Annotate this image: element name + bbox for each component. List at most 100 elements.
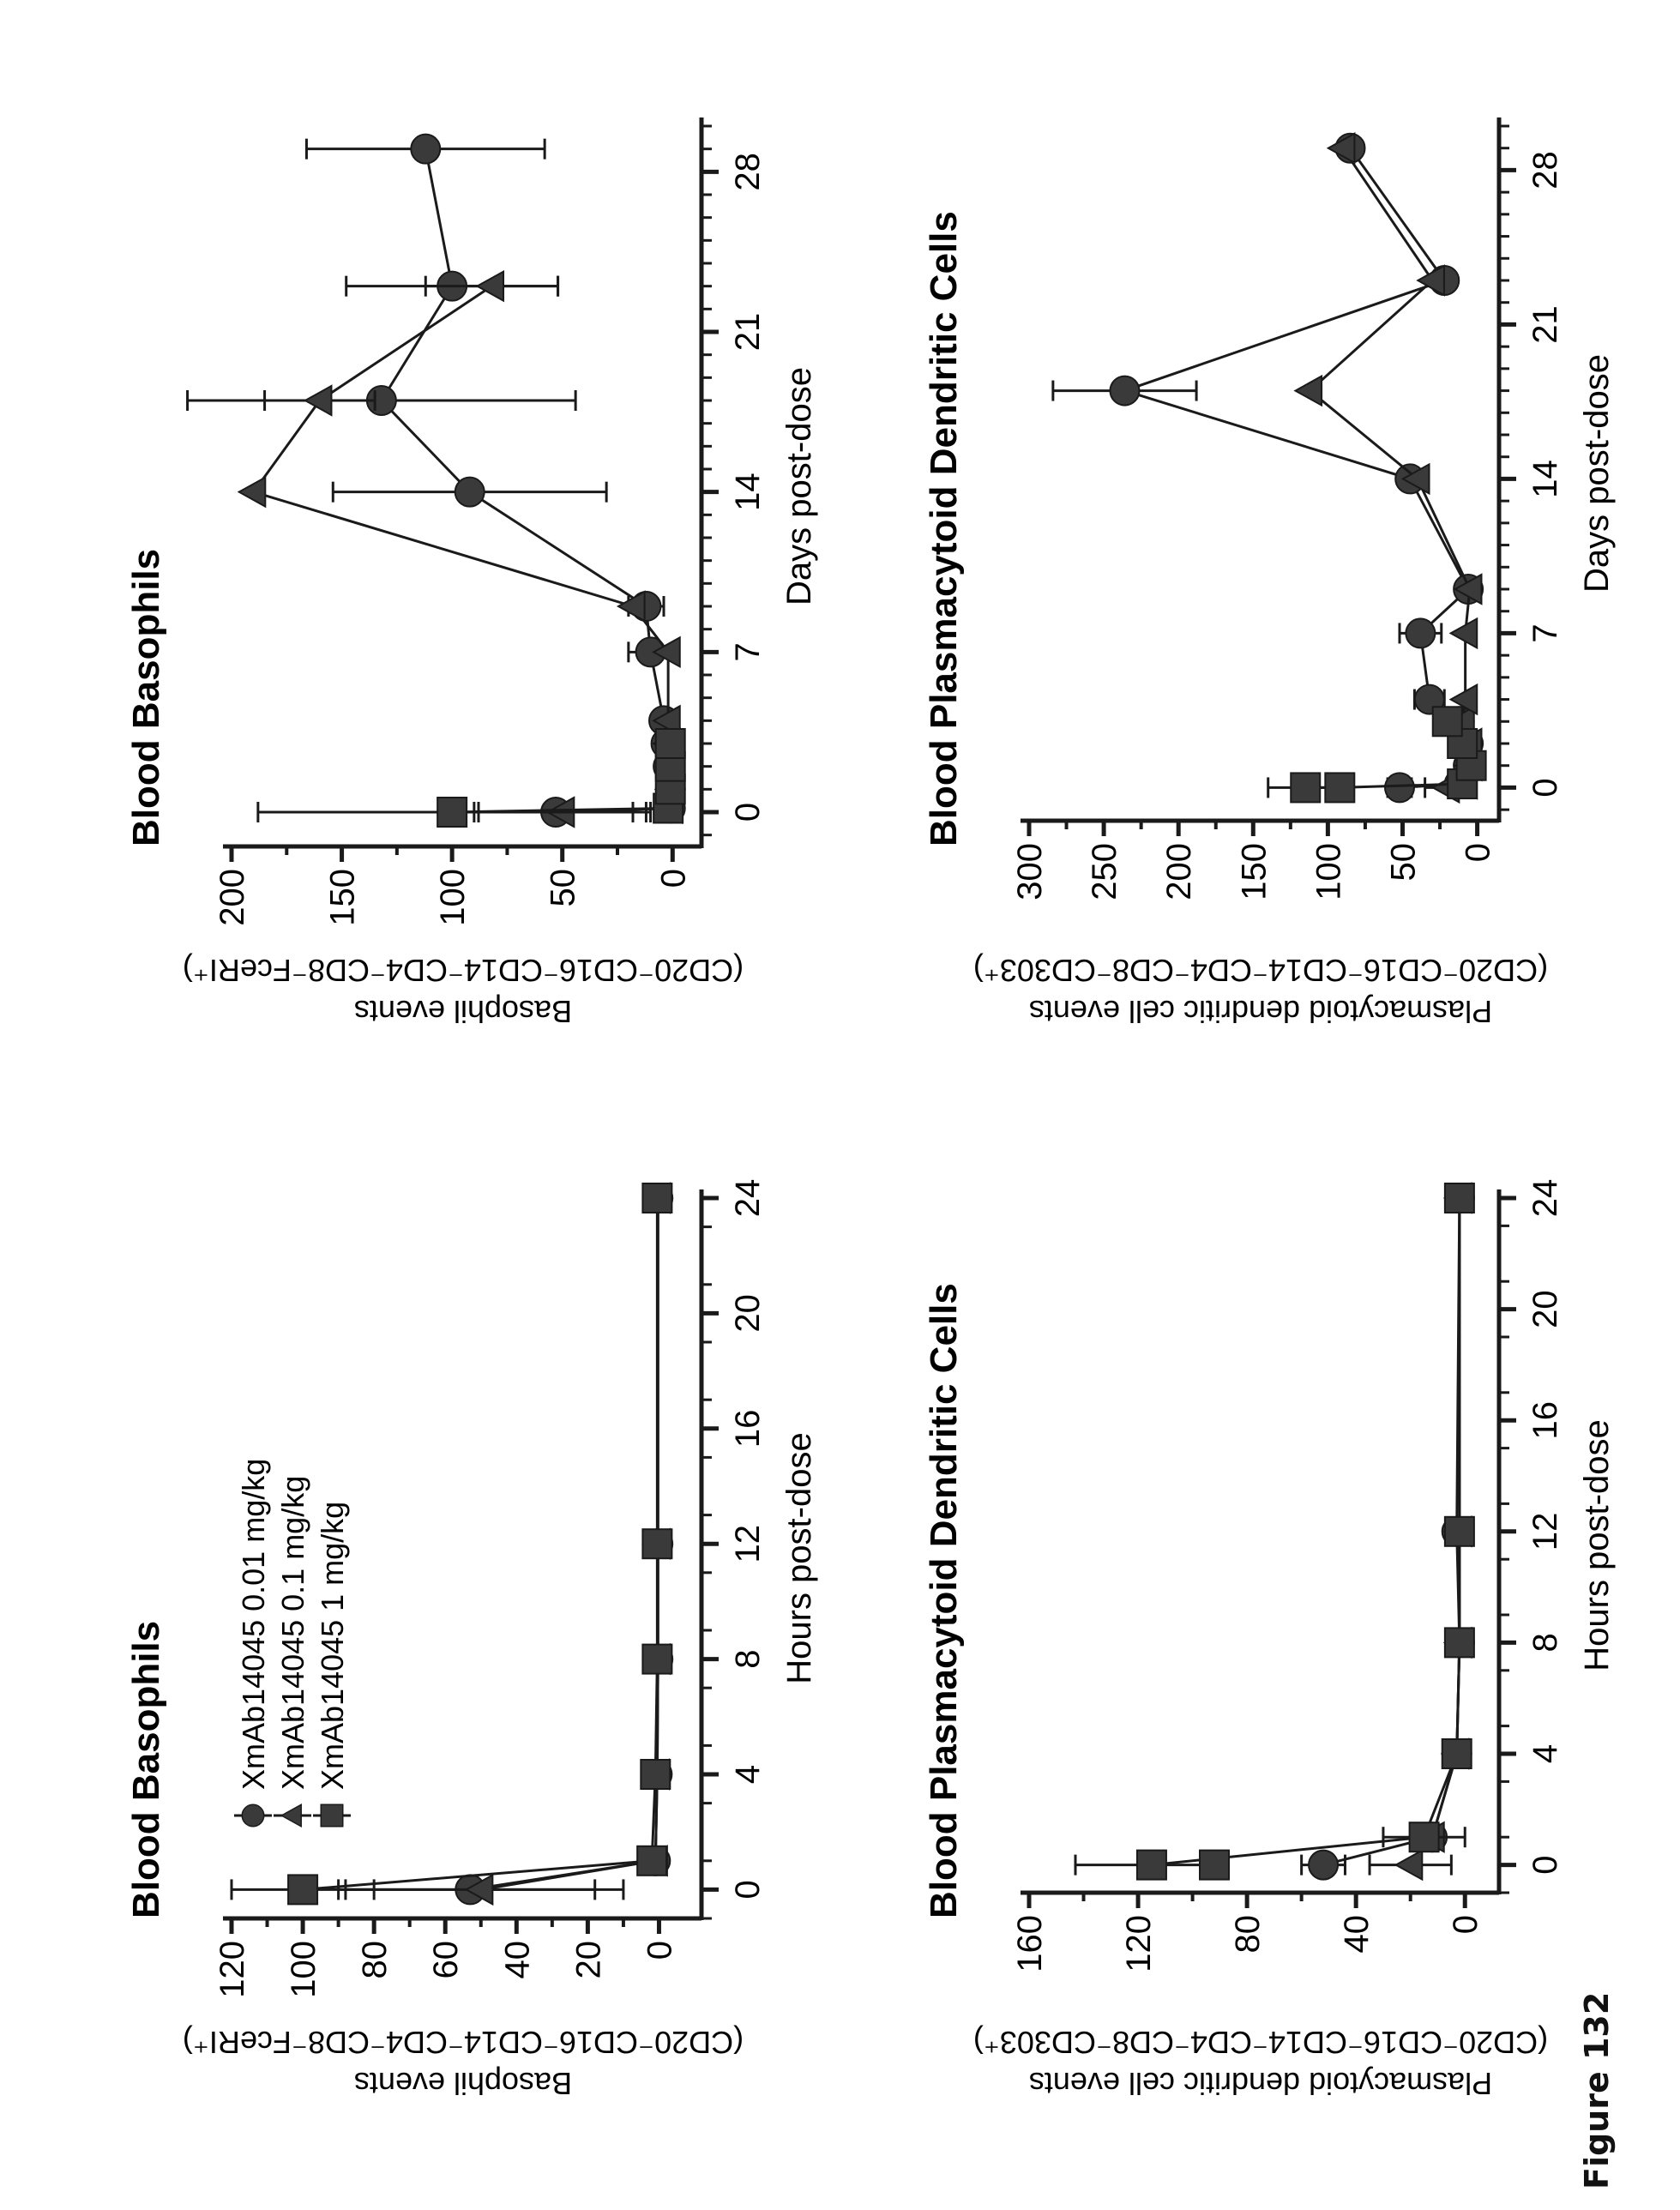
chart-basophils-hours: Blood Basophils 0 20 40 60 80 100 120 0 4 8 12 16 20 2… bbox=[77, 1112, 849, 2176]
data-point-triangle bbox=[1448, 617, 1478, 650]
y-axis-label-markers: (CD20⁻CD16⁻CD14⁻CD4⁻CD8⁻FceRI⁺) bbox=[183, 953, 744, 988]
legend-entry-label: XmAb14045 1 mg/kg bbox=[315, 1502, 350, 1790]
x-axis-label: Days post-dose bbox=[780, 367, 818, 605]
y-tick-label: 20 bbox=[569, 1941, 607, 1979]
data-point-triangle bbox=[303, 384, 333, 417]
series-square bbox=[1267, 706, 1487, 804]
x-tick-label: 8 bbox=[1526, 1633, 1564, 1652]
x-tick-label: 14 bbox=[729, 473, 767, 511]
x-tick-label: 28 bbox=[1526, 151, 1564, 190]
data-point-triangle bbox=[1293, 374, 1323, 407]
series-line bbox=[379, 148, 672, 814]
data-point-square bbox=[641, 1643, 673, 1675]
x-tick-label: 28 bbox=[729, 153, 767, 191]
data-point-square bbox=[1441, 1738, 1472, 1769]
x-axis-label: Days post-dose bbox=[1578, 354, 1616, 593]
legend-marker-triangle-icon bbox=[280, 1803, 302, 1828]
data-point-square bbox=[654, 728, 686, 759]
series-circle bbox=[1051, 132, 1484, 804]
data-point-triangle bbox=[1448, 683, 1478, 716]
x-axis-label: Hours post-dose bbox=[780, 1432, 818, 1683]
x-tick-label: 16 bbox=[1526, 1401, 1564, 1440]
legend-entry-label: XmAb14045 0.1 mg/kg bbox=[275, 1476, 310, 1790]
data-point-square bbox=[1290, 772, 1322, 804]
y-axis-label: Plasmacytoid dendritic cell events bbox=[1029, 2066, 1492, 2101]
y-tick-label: 0 bbox=[641, 1941, 678, 1960]
y-axis-label: Basophil events bbox=[354, 2066, 572, 2101]
y-tick-label: 60 bbox=[427, 1941, 465, 1979]
data-point-square bbox=[641, 1183, 673, 1213]
x-axis-label: Hours post-dose bbox=[1578, 1419, 1616, 1671]
y-axis-label-markers: (CD20⁻CD16⁻CD14⁻CD4⁻CD8⁻CD303⁺) bbox=[973, 2025, 1548, 2060]
series-line bbox=[251, 285, 672, 814]
x-tick-label: 0 bbox=[1526, 1855, 1564, 1874]
data-point-square bbox=[1199, 1849, 1230, 1881]
y-tick-label: 50 bbox=[545, 869, 582, 907]
series-square bbox=[1199, 1849, 1230, 1881]
y-axis-label-markers: (CD20⁻CD16⁻CD14⁻CD4⁻CD8⁻CD303⁺) bbox=[973, 953, 1548, 988]
data-point-square bbox=[1443, 1183, 1475, 1213]
series-square bbox=[256, 728, 686, 828]
y-tick-label: 150 bbox=[1235, 843, 1273, 900]
x-tick-label: 20 bbox=[729, 1294, 767, 1333]
y-axis-label-markers: (CD20⁻CD16⁻CD14⁻CD4⁻CD8⁻FceRI⁺) bbox=[183, 2025, 744, 2060]
data-point-circle bbox=[1308, 1849, 1340, 1881]
chart-pdc-days: Blood Plasmacytoid Dendritic Cells 0 50 100… bbox=[875, 40, 1647, 1104]
x-tick-label: 0 bbox=[1526, 778, 1564, 797]
y-tick-label: 0 bbox=[1447, 1915, 1484, 1934]
data-point-circle bbox=[454, 476, 485, 508]
data-point-square bbox=[1443, 1515, 1475, 1547]
x-tick-label: 16 bbox=[729, 1410, 767, 1448]
data-point-square bbox=[636, 1845, 668, 1876]
x-tick-label: 21 bbox=[1526, 305, 1564, 344]
series-square bbox=[230, 1183, 673, 1906]
chart-svg-pdc-hours: Blood Plasmacytoid Dendritic Cells040801… bbox=[923, 1179, 1616, 2101]
data-point-square bbox=[437, 797, 468, 828]
x-tick-label: 24 bbox=[729, 1179, 767, 1218]
data-point-square bbox=[640, 1759, 671, 1790]
y-tick-label: 50 bbox=[1384, 843, 1422, 882]
x-tick-label: 7 bbox=[1526, 623, 1564, 642]
chart-title: Blood Basophils bbox=[125, 549, 167, 846]
y-tick-label: 100 bbox=[1310, 843, 1347, 900]
y-tick-label: 150 bbox=[324, 869, 362, 926]
y-tick-label: 40 bbox=[498, 1941, 536, 1979]
data-point-triangle bbox=[237, 475, 267, 509]
legend-entry-label: XmAb14045 0.01 mg/kg bbox=[236, 1459, 271, 1790]
data-point-triangle bbox=[475, 269, 505, 303]
series-line bbox=[1308, 147, 1472, 789]
y-tick-label: 40 bbox=[1338, 1915, 1376, 1954]
y-tick-label: 100 bbox=[285, 1941, 322, 1998]
y-tick-label: 160 bbox=[1011, 1915, 1049, 1972]
data-point-square bbox=[1431, 706, 1463, 738]
data-point-triangle bbox=[1453, 573, 1483, 605]
x-tick-label: 12 bbox=[1526, 1513, 1564, 1551]
legend-marker-square-icon bbox=[320, 1804, 344, 1828]
y-tick-label: 120 bbox=[1120, 1915, 1158, 1972]
data-point-circle bbox=[1405, 617, 1436, 649]
data-point-triangle bbox=[1416, 264, 1445, 297]
x-tick-label: 14 bbox=[1526, 460, 1564, 498]
y-tick-label: 250 bbox=[1086, 843, 1123, 900]
x-tick-label: 0 bbox=[729, 803, 767, 822]
y-tick-label: 120 bbox=[214, 1941, 251, 1998]
data-point-square bbox=[1135, 1849, 1167, 1881]
x-tick-label: 12 bbox=[729, 1525, 767, 1563]
data-point-circle bbox=[1109, 375, 1141, 406]
data-point-square bbox=[641, 1528, 673, 1560]
series-square bbox=[1074, 1183, 1475, 1881]
x-tick-label: 8 bbox=[729, 1649, 767, 1668]
y-axis-label: Basophil events bbox=[354, 994, 572, 1029]
data-point-triangle bbox=[1326, 132, 1356, 165]
data-point-triangle bbox=[1394, 1848, 1424, 1882]
chart-svg-basophils-hours: Blood Basophils 0 20 40 60 80 100 120 0 4 8 12 16 20 2… bbox=[125, 1179, 818, 2101]
chart-svg-pdc-days: Blood Plasmacytoid Dendritic Cells 0 50 100… bbox=[923, 117, 1616, 1029]
chart-basophils-days: Blood Basophils 0 50 100 150 200 0 7 14 21 28 Days … bbox=[77, 40, 849, 1104]
x-tick-label: 4 bbox=[729, 1765, 767, 1784]
series-triangle bbox=[1293, 132, 1483, 804]
series-line bbox=[302, 1198, 659, 1891]
y-tick-label: 200 bbox=[214, 869, 251, 926]
data-point-triangle bbox=[1400, 462, 1430, 496]
chart-pdc-hours: Blood Plasmacytoid Dendritic Cells 0 40 80 1… bbox=[875, 1112, 1647, 2176]
series-line bbox=[470, 1198, 659, 1891]
